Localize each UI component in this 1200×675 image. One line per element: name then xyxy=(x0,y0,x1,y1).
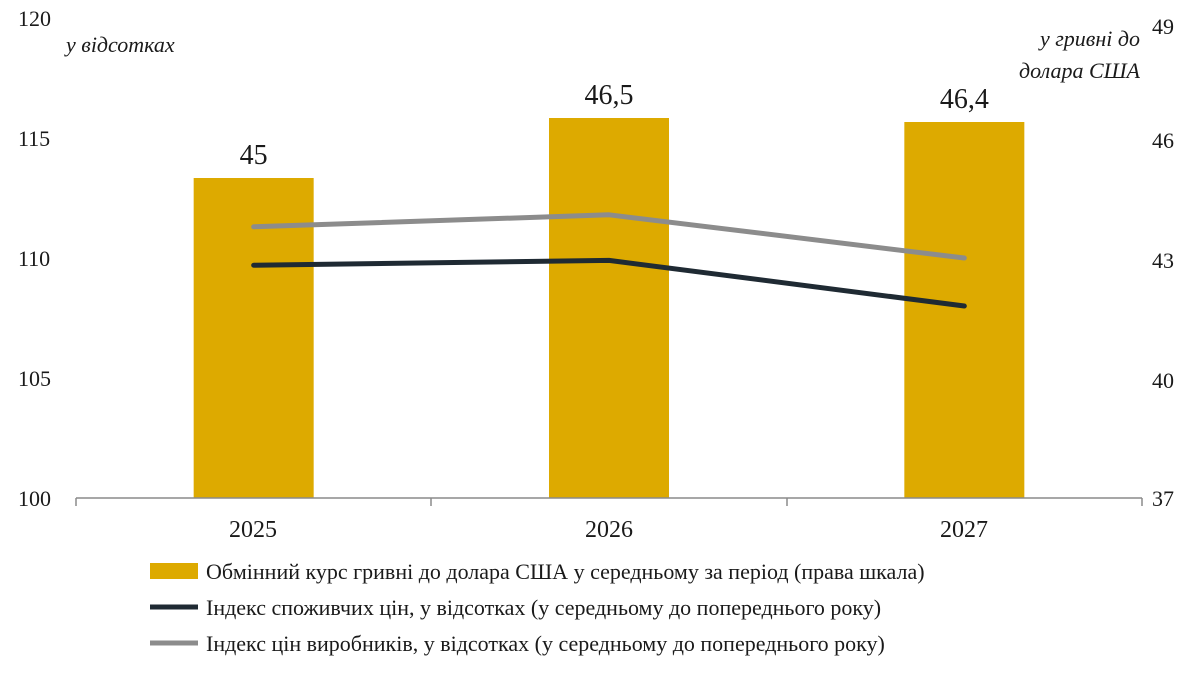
category-label-2027: 2027 xyxy=(940,517,988,543)
left-tick-115: 115 xyxy=(18,126,50,151)
right-tick-40: 40 xyxy=(1152,368,1174,393)
right-axis-label-line2: долара США xyxy=(1019,58,1141,83)
left-axis-label: у відсотках xyxy=(64,32,175,57)
legend-label-cpi: Індекс споживчих цін, у відсотках (у сер… xyxy=(206,595,881,620)
category-label-2025: 2025 xyxy=(229,517,277,543)
bar-labels-layer: 45 46,5 46,4 xyxy=(240,80,989,171)
legend-swatch-exchange-rate xyxy=(150,563,198,579)
left-tick-100: 100 xyxy=(18,486,51,511)
legend-label-ppi: Індекс цін виробників, у відсотках (у се… xyxy=(206,631,885,656)
bar-2027 xyxy=(904,122,1025,498)
left-tick-110: 110 xyxy=(18,246,50,271)
right-tick-49: 49 xyxy=(1152,14,1174,39)
right-axis-label-line1: у гривні до xyxy=(1038,26,1140,51)
right-tick-37: 37 xyxy=(1152,486,1174,511)
bar-data-label-2027: 46,4 xyxy=(940,84,989,115)
lines-layer xyxy=(251,212,967,309)
legend: Обмінний курс гривні до долара США у сер… xyxy=(150,559,925,656)
legend-label-exchange-rate: Обмінний курс гривні до долара США у сер… xyxy=(206,559,925,584)
bars-layer xyxy=(193,118,1025,498)
right-tick-43: 43 xyxy=(1152,248,1174,273)
bar-data-label-2025: 45 xyxy=(240,140,268,171)
bar-2026 xyxy=(549,118,669,498)
category-label-2026: 2026 xyxy=(585,517,633,543)
bar-2025 xyxy=(193,178,314,498)
bar-data-label-2026: 46,5 xyxy=(585,80,634,111)
left-tick-105: 105 xyxy=(18,366,51,391)
right-tick-46: 46 xyxy=(1152,128,1174,153)
left-tick-120: 120 xyxy=(18,6,51,31)
